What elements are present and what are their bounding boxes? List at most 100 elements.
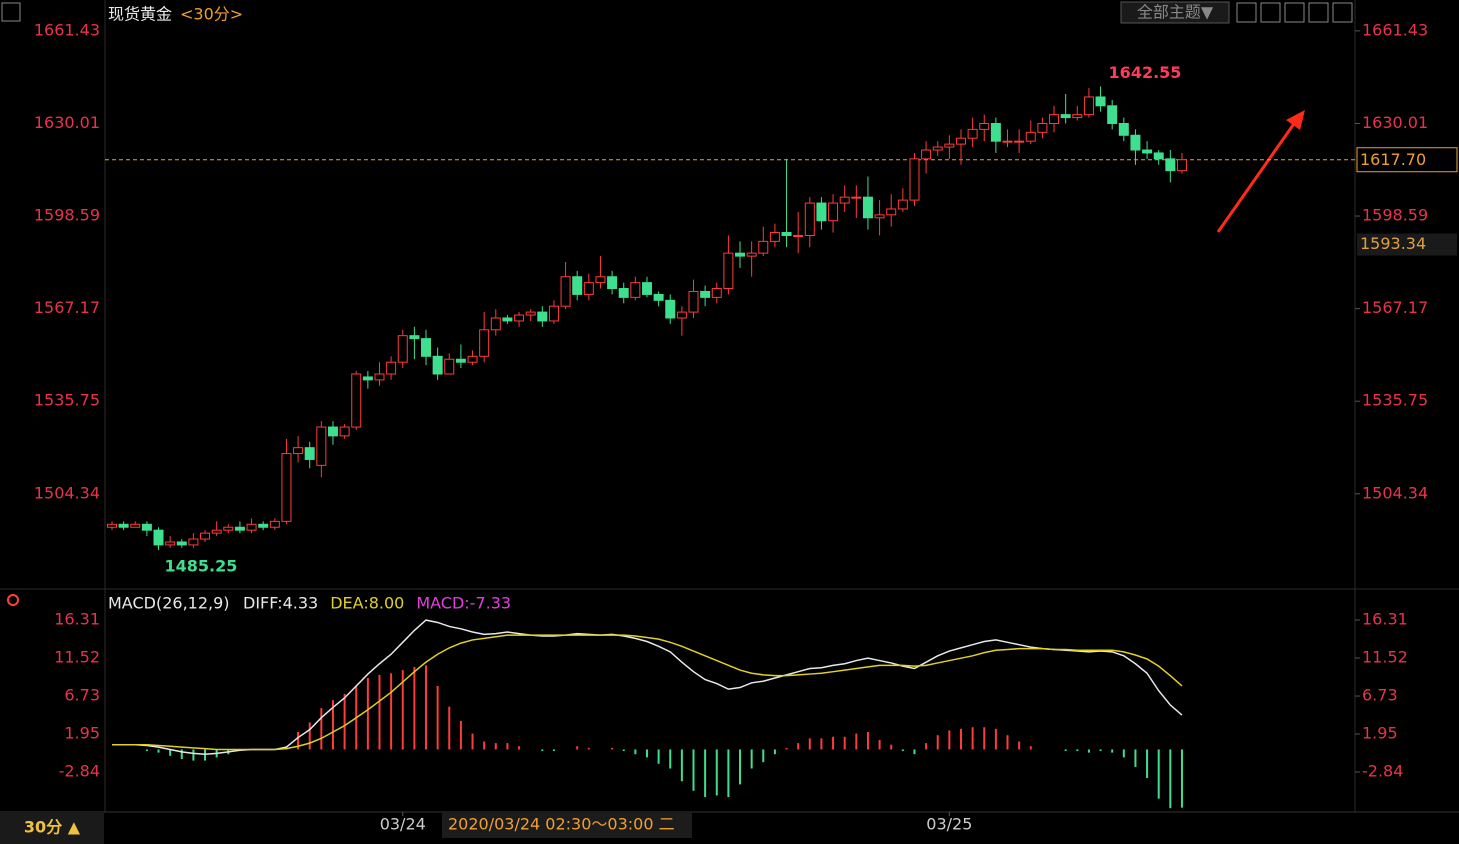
candle-body <box>735 252 746 257</box>
candle-body <box>246 523 257 531</box>
candle-body <box>200 532 211 540</box>
toolbar <box>1236 2 1353 23</box>
candle-body <box>1142 149 1153 154</box>
candle-body <box>688 290 699 313</box>
candle-body <box>1060 114 1071 119</box>
y-tick-label-right: 1661.43 <box>1362 20 1428 39</box>
candle-body <box>351 373 362 428</box>
candle-body <box>211 529 222 534</box>
candle-body <box>281 453 292 522</box>
y-tick-label-left: 1630.01 <box>34 113 100 132</box>
candle-body <box>304 447 315 460</box>
candle-body <box>455 358 466 363</box>
candle-body <box>1130 134 1141 151</box>
y-tick-label-right: -2.84 <box>1362 762 1403 781</box>
candle-body <box>618 288 629 298</box>
annotation-arrowhead <box>1286 110 1305 130</box>
candle-body <box>141 523 152 531</box>
candle-body <box>118 523 129 528</box>
y-tick-label-right: 1567.17 <box>1362 298 1428 317</box>
candle-body <box>676 311 687 319</box>
toolbar-button[interactable] <box>1236 2 1257 23</box>
indicator-icon[interactable] <box>7 594 19 606</box>
candle-body <box>258 523 269 528</box>
period-button-box[interactable] <box>0 813 104 844</box>
candle-body <box>793 234 804 237</box>
candle-body <box>1153 152 1164 160</box>
y-tick-label-left: 16.31 <box>54 610 100 629</box>
toolbar-button[interactable] <box>1308 2 1329 23</box>
last-price-label: 1617.70 <box>1360 150 1426 169</box>
candle-body <box>1107 105 1118 124</box>
candle-body <box>444 358 455 375</box>
candle-body <box>828 202 839 222</box>
y-tick-label-right: 1630.01 <box>1362 113 1428 132</box>
candle-body <box>804 202 815 236</box>
candle-body <box>525 311 536 316</box>
candle-body <box>816 202 827 222</box>
y-tick-label-left: 1598.59 <box>34 206 100 225</box>
candle-body <box>293 447 304 455</box>
annotation-arrow <box>1216 117 1300 233</box>
candle-body <box>1118 122 1129 136</box>
cursor-time-box <box>442 813 692 838</box>
candle-body <box>1025 131 1036 142</box>
candle-body <box>665 299 676 319</box>
candle-body <box>1095 96 1106 107</box>
indicator-name: MACD(26,12,9) <box>108 594 230 613</box>
menu-icon[interactable] <box>1 2 21 22</box>
candle-body <box>595 276 606 284</box>
x-tick-label: 03/25 <box>926 815 972 834</box>
candle-body <box>769 232 780 242</box>
candle-body <box>653 293 664 301</box>
y-tick-label-left: 1.95 <box>64 723 100 742</box>
y-tick-label-right: 1.95 <box>1362 723 1398 742</box>
macd-panel: 16.31 16.31 11.52 11.52 6.73 6.73 1.95 1.95 -2.8… <box>54 594 1408 809</box>
candle-body <box>1072 114 1083 119</box>
candle-body <box>607 276 618 290</box>
candle-body <box>897 199 908 210</box>
legend-entry: DEA:8.00 <box>330 594 404 613</box>
period-button[interactable]: 30分 ▲ <box>24 818 81 837</box>
candle-body <box>1037 122 1048 133</box>
price-tag-box <box>1357 233 1457 256</box>
candle-body <box>630 282 641 298</box>
theme-button-box[interactable] <box>1120 1 1230 24</box>
y-tick-label-left: 1567.17 <box>34 298 100 317</box>
candle-body <box>723 252 734 290</box>
candle-body <box>932 146 943 151</box>
y-tick-label-right: 16.31 <box>1362 610 1408 629</box>
candle-body <box>851 196 862 199</box>
y-tick-label-right: 1598.59 <box>1362 206 1428 225</box>
candle-body <box>130 523 141 528</box>
toolbar-button[interactable] <box>1284 2 1305 23</box>
candle-body <box>944 143 955 148</box>
candle-body <box>269 520 280 528</box>
candle-body <box>537 311 548 322</box>
candle-body <box>386 361 397 375</box>
toolbar-button[interactable] <box>1260 2 1281 23</box>
candle-body <box>176 541 187 546</box>
candle-body <box>409 335 420 340</box>
cursor-time: 2020/03/24 02:30～03:00 二 <box>448 815 675 834</box>
candle-body <box>921 149 932 160</box>
candle-body <box>583 282 594 295</box>
candle-body <box>107 523 117 528</box>
toolbar-button[interactable] <box>1332 2 1353 23</box>
theme-button[interactable]: 全部主题▼ <box>1137 3 1214 22</box>
candle-body <box>188 538 199 546</box>
y-tick-label-right: 1535.75 <box>1362 391 1428 410</box>
candle-body <box>955 137 966 145</box>
candle-body <box>560 276 571 307</box>
candle-body <box>339 426 350 437</box>
candle-body <box>700 290 711 298</box>
candle-body <box>548 305 559 322</box>
candle-body <box>502 317 513 322</box>
candle-body <box>432 355 443 375</box>
low-label: 1485.25 <box>165 557 238 576</box>
candle-body <box>758 240 769 254</box>
candle-body <box>362 376 373 381</box>
period-label[interactable]: <30分> <box>180 5 243 24</box>
